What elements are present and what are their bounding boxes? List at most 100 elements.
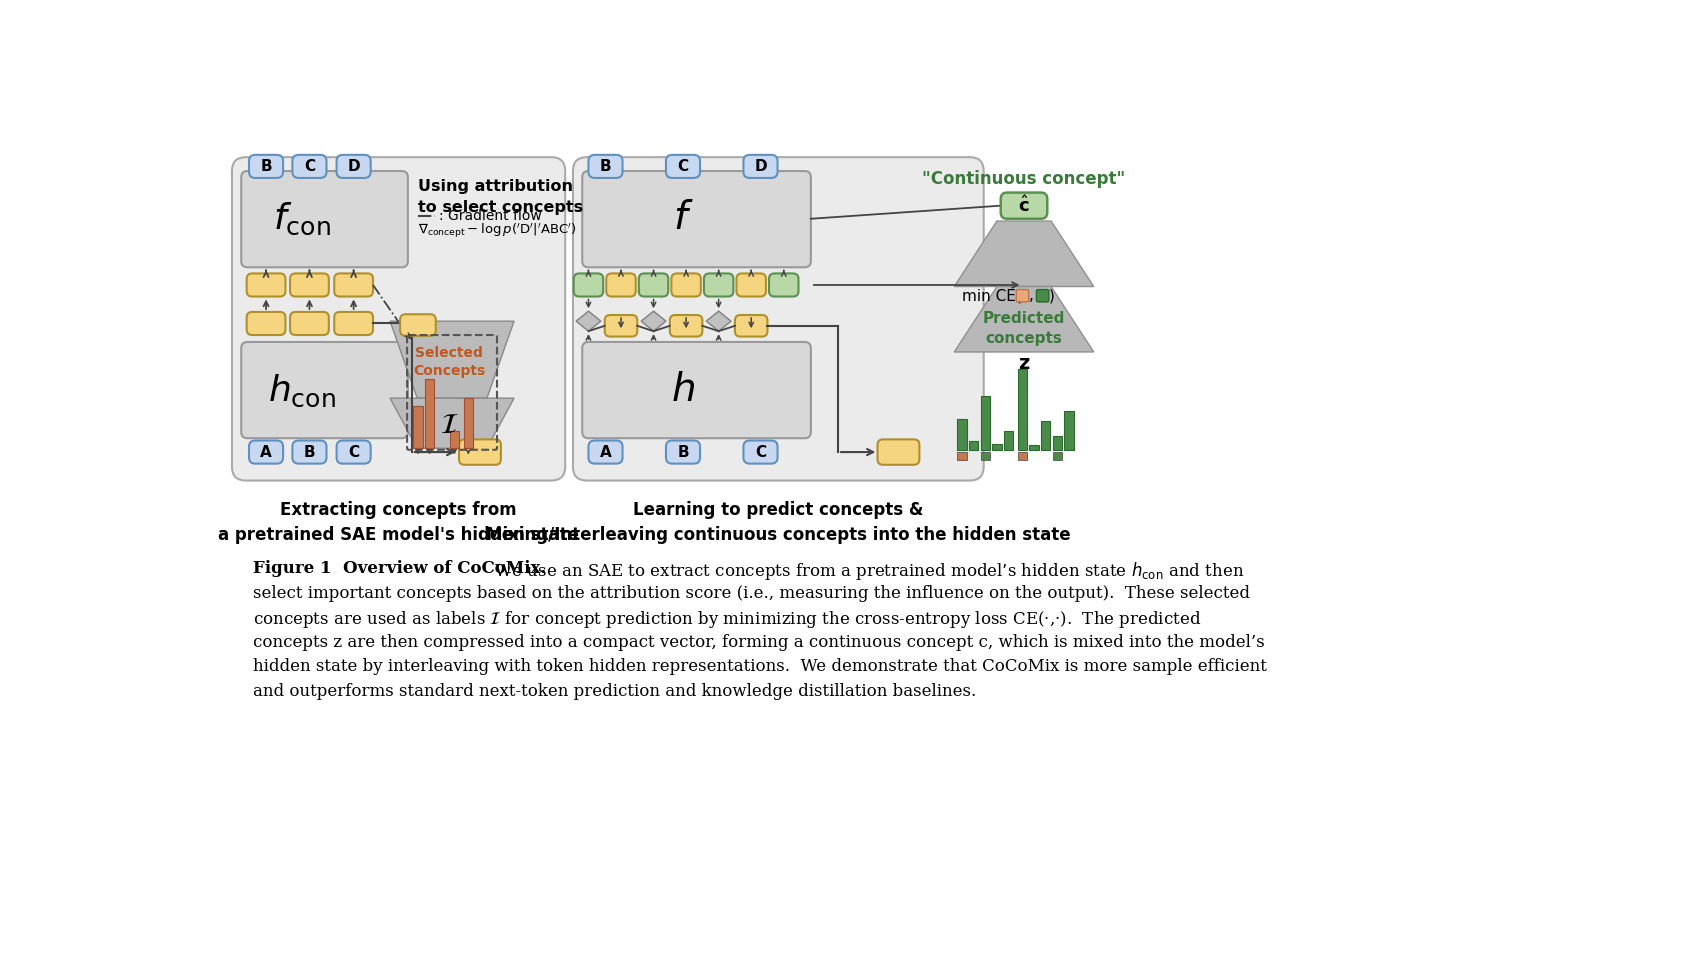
FancyBboxPatch shape xyxy=(639,273,668,297)
Text: concepts are used as labels $\mathcal{I}$ for concept prediction by minimizing t: concepts are used as labels $\mathcal{I}… xyxy=(252,609,1201,630)
FancyBboxPatch shape xyxy=(232,157,565,480)
FancyBboxPatch shape xyxy=(241,342,407,438)
Polygon shape xyxy=(954,222,1093,287)
Text: B: B xyxy=(261,159,272,174)
Bar xyxy=(1053,452,1061,460)
FancyBboxPatch shape xyxy=(400,314,436,336)
FancyBboxPatch shape xyxy=(335,273,373,297)
Bar xyxy=(1029,445,1039,450)
Bar xyxy=(414,406,422,448)
Text: We use an SAE to extract concepts from a pretrained model’s hidden state $h_{\ma: We use an SAE to extract concepts from a… xyxy=(484,560,1245,582)
Text: ,: , xyxy=(1029,288,1034,304)
Bar xyxy=(1018,452,1028,460)
Bar xyxy=(1053,436,1061,450)
Text: B: B xyxy=(600,159,611,174)
FancyBboxPatch shape xyxy=(459,439,501,465)
FancyBboxPatch shape xyxy=(743,440,777,464)
Text: Using attribution
to select concepts: Using attribution to select concepts xyxy=(417,179,584,215)
Text: C: C xyxy=(678,159,688,174)
Bar xyxy=(957,419,967,450)
Text: A: A xyxy=(261,445,272,460)
FancyBboxPatch shape xyxy=(735,315,767,337)
FancyBboxPatch shape xyxy=(589,440,622,464)
Text: Extracting concepts from
a pretrained SAE model's hidden state: Extracting concepts from a pretrained SA… xyxy=(219,501,579,544)
Bar xyxy=(992,444,1001,450)
Text: $h_{\rm con}$: $h_{\rm con}$ xyxy=(267,372,336,409)
Text: C: C xyxy=(304,159,315,174)
FancyBboxPatch shape xyxy=(247,273,286,297)
Bar xyxy=(1065,411,1073,450)
FancyBboxPatch shape xyxy=(666,155,700,178)
FancyBboxPatch shape xyxy=(293,440,326,464)
Text: C: C xyxy=(755,445,765,460)
Bar xyxy=(957,452,967,460)
Text: D: D xyxy=(346,159,360,174)
FancyBboxPatch shape xyxy=(574,157,984,480)
FancyBboxPatch shape xyxy=(606,315,637,337)
FancyBboxPatch shape xyxy=(589,155,622,178)
Bar xyxy=(969,440,979,450)
FancyBboxPatch shape xyxy=(1001,192,1048,219)
Text: select important concepts based on the attribution score (i.e., measuring the in: select important concepts based on the a… xyxy=(252,585,1250,601)
FancyBboxPatch shape xyxy=(582,171,811,267)
Text: Predicted
concepts: Predicted concepts xyxy=(982,311,1065,346)
Text: hidden state by interleaving with token hidden representations.  We demonstrate : hidden state by interleaving with token … xyxy=(252,659,1267,675)
FancyBboxPatch shape xyxy=(669,315,703,337)
FancyBboxPatch shape xyxy=(247,312,286,335)
Text: B: B xyxy=(304,445,315,460)
Text: $\nabla_{\rm concept} - \log p({\rm 'D'|'ABC'})$: $\nabla_{\rm concept} - \log p({\rm 'D'|… xyxy=(417,222,577,240)
Bar xyxy=(426,379,434,448)
Polygon shape xyxy=(390,321,515,398)
FancyBboxPatch shape xyxy=(289,273,328,297)
FancyBboxPatch shape xyxy=(666,440,700,464)
Text: D: D xyxy=(754,159,767,174)
FancyBboxPatch shape xyxy=(582,342,811,438)
FancyBboxPatch shape xyxy=(241,171,407,267)
FancyBboxPatch shape xyxy=(336,155,370,178)
Text: $\hat{\mathbf{c}}$: $\hat{\mathbf{c}}$ xyxy=(1018,195,1029,216)
Bar xyxy=(449,431,459,448)
FancyBboxPatch shape xyxy=(671,273,701,297)
Text: : Gradient flow: : Gradient flow xyxy=(439,209,542,223)
Text: $h$: $h$ xyxy=(671,372,695,409)
FancyBboxPatch shape xyxy=(606,273,636,297)
Bar xyxy=(981,452,991,460)
FancyBboxPatch shape xyxy=(574,273,604,297)
Text: $\mathcal{I}$: $\mathcal{I}$ xyxy=(439,412,458,438)
Bar xyxy=(464,398,473,448)
FancyBboxPatch shape xyxy=(1016,290,1029,302)
Text: Learning to predict concepts &
Mixing/Interleaving continuous concepts into the : Learning to predict concepts & Mixing/In… xyxy=(486,501,1071,544)
Polygon shape xyxy=(954,287,1093,352)
FancyBboxPatch shape xyxy=(249,440,283,464)
FancyBboxPatch shape xyxy=(1036,290,1050,302)
Text: "Continuous concept": "Continuous concept" xyxy=(922,170,1125,187)
Text: B: B xyxy=(678,445,690,460)
Bar xyxy=(1018,369,1028,450)
FancyBboxPatch shape xyxy=(289,312,328,335)
Bar xyxy=(1041,421,1050,450)
Text: $\mathbf{z}$: $\mathbf{z}$ xyxy=(1018,354,1029,373)
Polygon shape xyxy=(390,398,515,448)
FancyBboxPatch shape xyxy=(705,273,733,297)
FancyBboxPatch shape xyxy=(293,155,326,178)
Text: concepts z are then compressed into a compact vector, forming a continuous conce: concepts z are then compressed into a co… xyxy=(252,633,1265,651)
Text: Selected
Concepts: Selected Concepts xyxy=(412,346,484,378)
Bar xyxy=(1004,430,1013,450)
Polygon shape xyxy=(575,311,600,331)
Text: ): ) xyxy=(1050,288,1055,304)
Text: $f$: $f$ xyxy=(673,200,693,237)
FancyBboxPatch shape xyxy=(249,155,283,178)
FancyBboxPatch shape xyxy=(743,155,777,178)
Text: min CE(: min CE( xyxy=(962,288,1021,304)
FancyBboxPatch shape xyxy=(769,273,799,297)
FancyBboxPatch shape xyxy=(878,439,920,465)
FancyBboxPatch shape xyxy=(336,440,370,464)
FancyBboxPatch shape xyxy=(737,273,765,297)
Text: and outperforms standard next-token prediction and knowledge distillation baseli: and outperforms standard next-token pred… xyxy=(252,683,976,700)
Text: A: A xyxy=(599,445,611,460)
Polygon shape xyxy=(706,311,732,331)
FancyBboxPatch shape xyxy=(335,312,373,335)
Text: Figure 1  Overview of CoCoMix.: Figure 1 Overview of CoCoMix. xyxy=(252,560,547,577)
Bar xyxy=(981,396,991,450)
Polygon shape xyxy=(641,311,666,331)
